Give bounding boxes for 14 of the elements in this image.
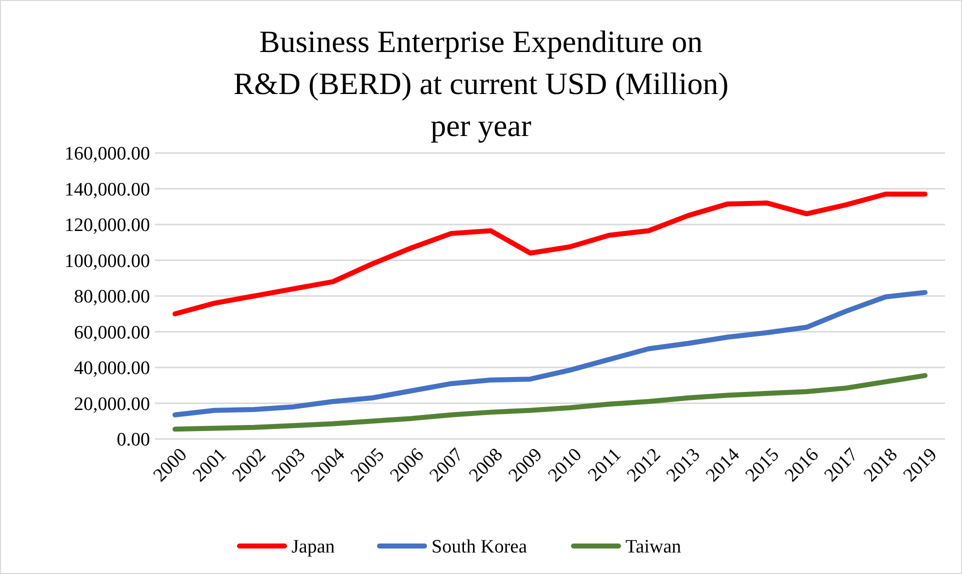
y-tick-label: 140,000.00 — [64, 179, 150, 200]
chart-title: Business Enterprise Expenditure on R&D (BERD) at current USD (Million) per year — [233, 24, 729, 143]
legend-label: Japan — [292, 536, 336, 558]
y-tick-label: 20,000.00 — [74, 394, 150, 415]
y-tick-label: 40,000.00 — [74, 358, 150, 380]
y-tick-label: 60,000.00 — [74, 322, 150, 344]
y-tick-label: 120,000.00 — [64, 215, 150, 236]
legend-label: Taiwan — [626, 536, 682, 558]
y-tick-label: 80,000.00 — [74, 286, 150, 308]
y-tick-label: 0.00 — [116, 430, 150, 451]
y-tick-label: 100,000.00 — [64, 250, 150, 272]
legend-label: South Korea — [432, 536, 528, 558]
x-tick-label: 2011 — [584, 444, 626, 486]
y-tick-label: 160,000.00 — [64, 144, 150, 165]
